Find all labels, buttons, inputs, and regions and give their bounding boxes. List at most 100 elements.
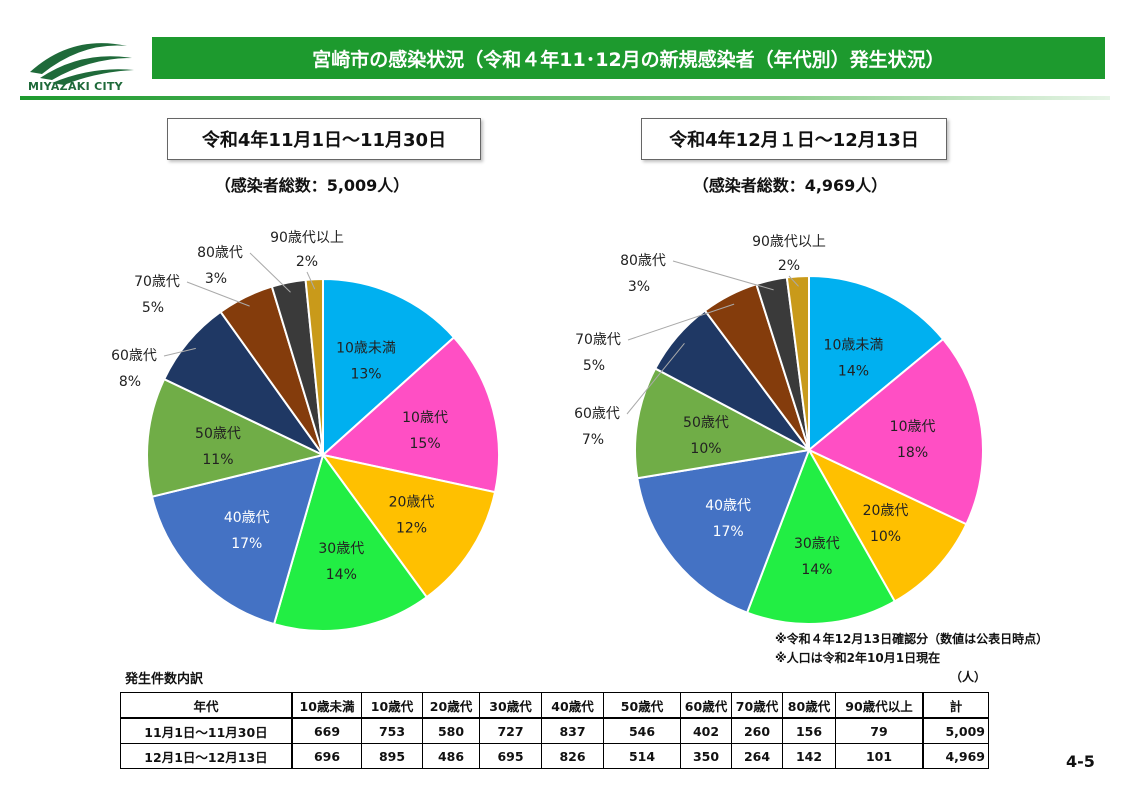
col-header: 70歳代: [731, 692, 783, 719]
slice-percent-label: 5%: [583, 358, 605, 374]
pie-slice: [806, 447, 968, 603]
table-cell: 696: [291, 743, 362, 769]
table-cell: 260: [731, 717, 783, 744]
slice-percent-label: 12%: [396, 521, 427, 537]
slice-category-label: 30歳代: [318, 541, 364, 557]
slice-percent-label: 7%: [582, 432, 604, 448]
table-cell: 753: [361, 717, 423, 744]
leader-line: [163, 347, 196, 357]
col-header: 10歳代: [361, 692, 423, 719]
pie-slice: [785, 274, 810, 451]
table-cell: 546: [603, 717, 681, 744]
table-header-row: 年代 10歳未満 10歳代 20歳代 30歳代 40歳代 50歳代 60歳代 7…: [120, 692, 989, 719]
chart2-total: （感染者総数：4,969人）: [692, 176, 888, 195]
pie-slice: [272, 452, 429, 632]
table-cell: 514: [603, 743, 681, 769]
slice-percent-label: 2%: [296, 254, 318, 270]
leader-line: [626, 342, 685, 415]
table-cell: 156: [782, 717, 836, 744]
table-cell: 402: [680, 717, 732, 744]
slice-category-label: 80歳代: [620, 253, 666, 269]
slice-percent-label: 2%: [778, 258, 800, 274]
col-header: 計: [922, 692, 989, 719]
slice-category-label: 60歳代: [111, 348, 157, 364]
table-row: 11月1日～11月30日 669 753 580 727 837 546 402…: [120, 717, 989, 744]
slice-percent-label: 11%: [202, 452, 233, 468]
table-cell: 264: [731, 743, 783, 769]
header-divider: [20, 96, 1110, 100]
col-header: 90歳代以上: [835, 692, 924, 719]
slice-category-label: 40歳代: [705, 498, 751, 514]
col-header: 80歳代: [782, 692, 836, 719]
slice-percent-label: 15%: [410, 436, 441, 452]
chart2-title: 令和4年12月１日～12月13日: [641, 118, 947, 160]
col-header: 50歳代: [603, 692, 681, 719]
pie-slice: [636, 448, 811, 614]
pie-slice: [320, 453, 497, 599]
slice-category-label: 50歳代: [683, 415, 729, 431]
chart1-title: 令和4年11月1日～11月30日: [167, 118, 481, 160]
table-cell: 727: [479, 717, 542, 744]
pie-slice: [304, 277, 324, 456]
col-header: 40歳代: [541, 692, 604, 719]
slice-category-label: 70歳代: [575, 332, 621, 348]
slice-percent-label: 18%: [897, 445, 928, 461]
row-label: 12月1日～12月13日: [120, 743, 293, 769]
slice-percent-label: 3%: [628, 279, 650, 295]
leader-line: [627, 303, 735, 341]
table-cell: 350: [680, 743, 732, 769]
slice-category-label: 10歳代: [402, 410, 448, 426]
slice-category-label: 70歳代: [134, 274, 180, 290]
breakdown-table: 年代 10歳未満 10歳代 20歳代 30歳代 40歳代 50歳代 60歳代 7…: [120, 692, 989, 769]
slice-category-label: 20歳代: [863, 503, 909, 519]
slice-category-label: 10歳未満: [336, 341, 396, 357]
pie-slice: [150, 453, 325, 626]
table-cell: 826: [541, 743, 604, 769]
pie-slice: [322, 277, 456, 458]
leader-line: [788, 275, 799, 287]
slice-percent-label: 3%: [205, 271, 227, 287]
col-header: 20歳代: [422, 692, 480, 719]
row-total: 5,009: [922, 717, 989, 744]
leader-line: [306, 271, 316, 290]
page-number: 4-5: [1066, 752, 1095, 771]
pie-slice: [807, 337, 984, 526]
table-cell: 142: [782, 743, 836, 769]
pie-slice: [745, 447, 897, 625]
pie-slice: [808, 274, 945, 453]
table-row: 12月1日～12月13日 696 895 486 695 826 514 350…: [120, 743, 989, 769]
slice-percent-label: 8%: [119, 374, 141, 390]
slice-category-label: 50歳代: [195, 426, 241, 442]
pie-slice: [320, 336, 500, 494]
table-cell: 101: [835, 743, 924, 769]
slice-category-label: 90歳代以上: [752, 234, 826, 250]
table-cell: 837: [541, 717, 604, 744]
slice-category-label: 30歳代: [794, 536, 840, 552]
slice-percent-label: 14%: [326, 567, 357, 583]
miyazaki-city-logo: [30, 43, 134, 85]
col-header: 10歳未満: [291, 692, 362, 719]
leader-line: [186, 281, 250, 307]
slice-category-label: 80歳代: [197, 245, 243, 261]
table-cell: 79: [835, 717, 924, 744]
slice-percent-label: 14%: [838, 364, 869, 380]
col-header: 60歳代: [680, 692, 732, 719]
slice-percent-label: 13%: [350, 367, 381, 383]
slice-category-label: 20歳代: [389, 495, 435, 511]
pie-slice: [146, 377, 326, 498]
col-header: 30歳代: [479, 692, 542, 719]
chart1-total: （感染者総数：5,009人）: [214, 176, 410, 195]
slice-category-label: 60歳代: [574, 406, 620, 422]
table-unit: （人）: [950, 670, 987, 684]
logo-text: MIYAZAKI CITY: [28, 80, 123, 93]
leader-line: [672, 260, 774, 291]
page-title: 宮崎市の感染状況（令和４年11･12月の新規感染者（年代別）発生状況）: [152, 37, 1105, 79]
footnote-1: ※令和４年12月13日確認分（数値は公表日時点）: [775, 632, 1049, 646]
table-title: 発生件数内訳: [125, 672, 204, 687]
slice-percent-label: 14%: [801, 562, 832, 578]
leader-line: [249, 252, 291, 293]
slice-category-label: 10歳代: [890, 419, 936, 435]
slice-category-label: 10歳未満: [824, 338, 884, 354]
slice-percent-label: 5%: [142, 300, 164, 316]
table-cell: 895: [361, 743, 423, 769]
